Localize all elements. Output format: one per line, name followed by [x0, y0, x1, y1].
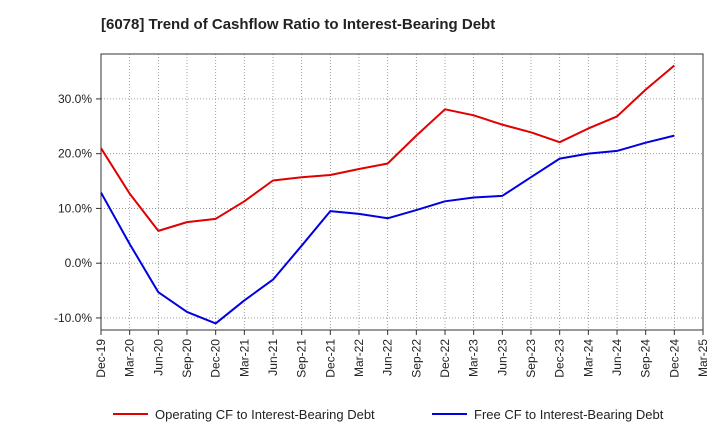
- y-tick-label: -10.0%: [54, 311, 92, 325]
- x-tick-label: Sep-21: [295, 339, 309, 378]
- legend-label: Free CF to Interest-Bearing Debt: [474, 407, 664, 422]
- series-line-2: [100, 134, 675, 325]
- x-tick-label: Mar-25: [696, 339, 710, 377]
- plot-frame: [100, 53, 704, 331]
- x-axis-ticks: Dec-19 Mar-20 Jun-20 Sep-20 Dec-20 Mar-21 Jun-…: [94, 330, 710, 378]
- y-tick-label: 20.0%: [58, 147, 92, 161]
- chart-title: [6078] Trend of Cashflow Ratio to Intere…: [101, 16, 495, 33]
- x-tick-label: Jun-20: [151, 339, 165, 376]
- y-axis-ticks: -10.0% 0.0% 10.0% 20.0% 30.0%: [54, 92, 101, 325]
- x-tick-label: Jun-23: [495, 339, 509, 376]
- x-tick-label: Sep-24: [639, 339, 653, 378]
- y-tick-label: 10.0%: [58, 201, 92, 215]
- y-tick-label: 0.0%: [65, 256, 93, 270]
- x-tick-label: Dec-19: [94, 339, 108, 378]
- x-tick-label: Sep-23: [524, 339, 538, 378]
- legend-label: Operating CF to Interest-Bearing Debt: [155, 407, 375, 422]
- series-lines: [100, 64, 675, 325]
- x-tick-label: Dec-24: [667, 339, 681, 378]
- x-tick-label: Jun-24: [610, 339, 624, 376]
- y-tick-label: 30.0%: [58, 92, 92, 106]
- x-tick-label: Mar-21: [237, 339, 251, 377]
- legend: Operating CF to Interest-Bearing Debt Fre…: [113, 407, 664, 422]
- x-tick-label: Mar-24: [581, 339, 595, 377]
- x-tick-label: Dec-22: [438, 339, 452, 378]
- x-tick-label: Dec-21: [323, 339, 337, 378]
- x-tick-label: Jun-21: [266, 339, 280, 376]
- x-tick-label: Jun-22: [381, 339, 395, 376]
- series-line-1: [100, 64, 675, 232]
- x-tick-label: Dec-20: [209, 339, 223, 378]
- x-tick-label: Mar-22: [352, 339, 366, 377]
- x-tick-label: Mar-23: [467, 339, 481, 377]
- x-tick-label: Dec-23: [553, 339, 567, 378]
- x-tick-label: Sep-22: [409, 339, 423, 378]
- x-tick-label: Sep-20: [180, 339, 194, 378]
- grid: [100, 54, 704, 330]
- x-tick-label: Mar-20: [123, 339, 137, 377]
